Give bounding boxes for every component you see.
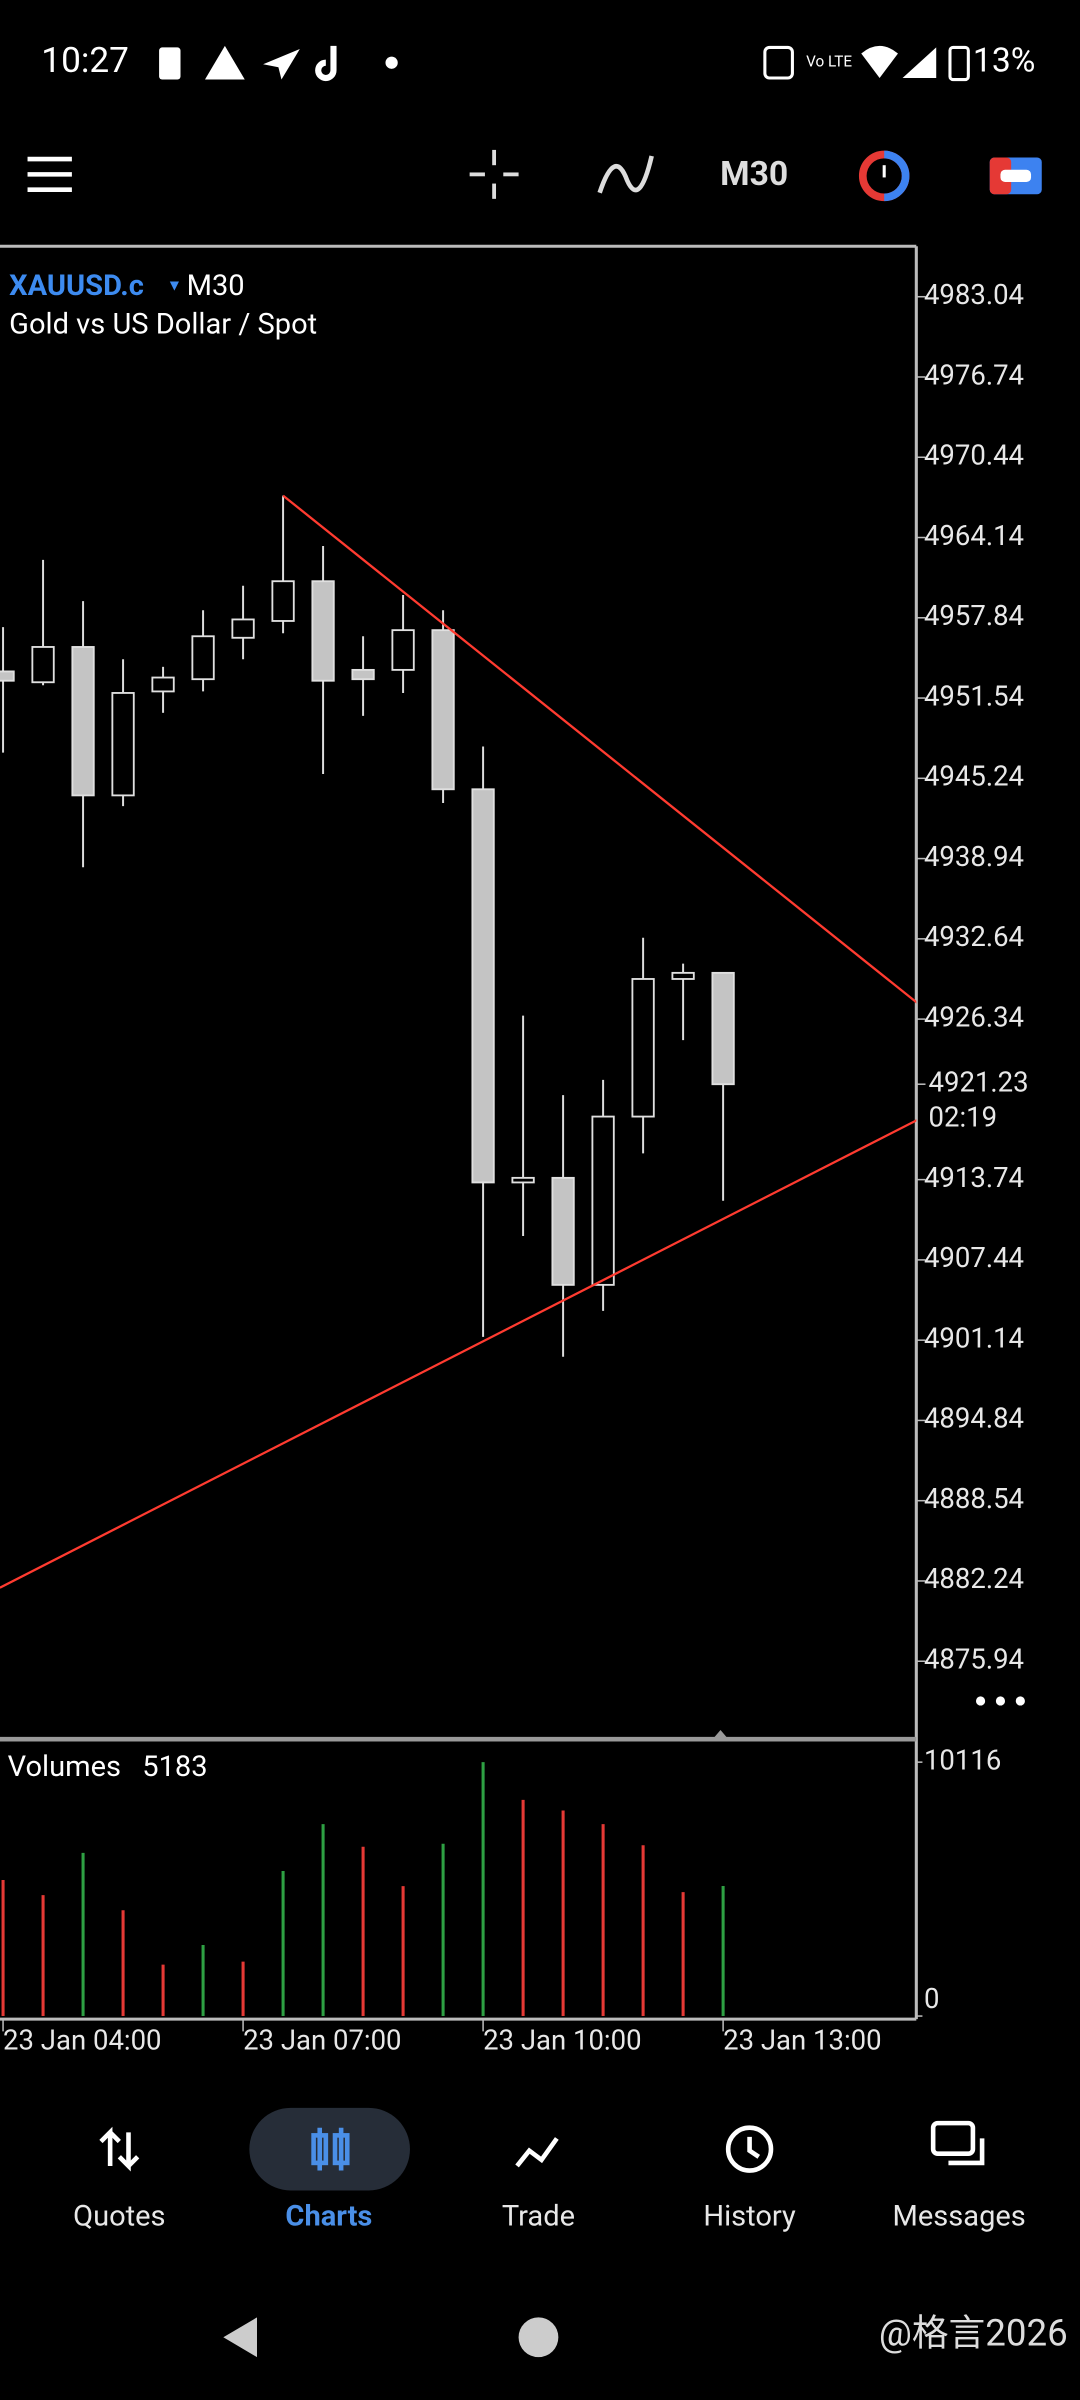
- y-tick-label: 4932.64: [924, 920, 1024, 953]
- symbol[interactable]: XAUUSD.c: [9, 269, 144, 303]
- candle-body: [191, 635, 215, 681]
- y-tick-label: 4938.94: [924, 840, 1024, 873]
- candle-body: [231, 618, 255, 639]
- y-tick-label: 4957.84: [924, 599, 1024, 632]
- y-tick-label: 4882.24: [924, 1562, 1024, 1595]
- candle-body: [671, 971, 695, 980]
- y-tick-label: 4875.94: [924, 1642, 1024, 1675]
- x-tick-label: 23 Jan 10:00: [483, 2023, 641, 2056]
- timeframe-button[interactable]: M30: [720, 155, 788, 194]
- active-tab-bg: [249, 2107, 410, 2191]
- candle-body: [711, 971, 735, 1086]
- candle-body: [591, 1115, 615, 1286]
- bar-countdown: 02:19: [929, 1101, 998, 1134]
- symbol-description: Gold vs US Dollar / Spot: [9, 307, 317, 341]
- y-tick-label: 4964.14: [924, 519, 1024, 552]
- menu-button[interactable]: [27, 156, 72, 192]
- candle-body: [631, 978, 655, 1118]
- volume-last: 5183: [142, 1750, 207, 1784]
- nav-tab[interactable]: Charts: [285, 2200, 372, 2234]
- volume-area: [1, 1762, 725, 2017]
- nav-icons: [99, 2120, 985, 2173]
- candle-body: [471, 788, 495, 1184]
- battery-level: 13%: [973, 42, 1035, 81]
- volume-tick-label: 10116: [924, 1743, 1001, 1776]
- panel-handle[interactable]: [711, 1730, 730, 1741]
- x-tick-label: 23 Jan 04:00: [3, 2023, 161, 2056]
- current-price: 4921.23: [929, 1065, 1029, 1098]
- y-tick-label: 4976.74: [924, 358, 1024, 391]
- x-tick-label: 23 Jan 13:00: [723, 2023, 881, 2056]
- nav-tab[interactable]: Quotes: [73, 2200, 165, 2234]
- y-tick-label: 4951.54: [924, 679, 1024, 712]
- chart-timeframe: M30: [187, 269, 245, 303]
- y-tick-label: 4983.04: [924, 278, 1024, 311]
- indicators-button[interactable]: [597, 155, 654, 194]
- y-tick-label: 4888.54: [924, 1482, 1024, 1515]
- trendline: [282, 494, 917, 1004]
- symbol-dropdown[interactable]: [169, 281, 179, 291]
- volume-tick-label: 0: [924, 1982, 939, 2015]
- home-button[interactable]: [518, 2317, 559, 2358]
- plot-area: [0, 494, 917, 1589]
- y-tick-label: 4901.14: [924, 1321, 1024, 1354]
- nav-tab[interactable]: Messages: [893, 2200, 1026, 2234]
- candle-body: [431, 629, 455, 791]
- y-tick-label: 4913.74: [924, 1161, 1024, 1194]
- chart-frame: [0, 244, 918, 2021]
- more-button[interactable]: [975, 1696, 1025, 1706]
- candle-body: [0, 670, 15, 682]
- crosshair-button[interactable]: [469, 149, 519, 199]
- svg-text:Vo LTE: Vo LTE: [806, 53, 852, 71]
- status-icons: Vo LTE: [159, 45, 970, 82]
- candle-body: [511, 1176, 535, 1184]
- y-tick-label: 4926.34: [924, 1000, 1024, 1033]
- trade-clock-button[interactable]: [858, 150, 910, 202]
- candle-body: [311, 580, 335, 682]
- watermark: @格言2026: [879, 2311, 1068, 2354]
- candle-body: [71, 646, 95, 797]
- y-tick-label: 4907.44: [924, 1241, 1024, 1274]
- status-time: 10:27: [41, 39, 129, 81]
- y-tick-label: 4894.84: [924, 1402, 1024, 1435]
- candle-body: [151, 676, 175, 693]
- candle-body: [391, 629, 415, 671]
- nav-tab[interactable]: Trade: [502, 2200, 575, 2234]
- candle-body: [551, 1176, 575, 1286]
- candle-body: [31, 646, 55, 684]
- candle-body: [111, 692, 135, 797]
- trendline: [0, 1119, 917, 1589]
- candle-body: [271, 580, 295, 622]
- candle-body: [351, 668, 375, 681]
- volume-title: Volumes: [8, 1750, 121, 1784]
- nav-tab[interactable]: History: [703, 2200, 796, 2234]
- x-tick-label: 23 Jan 07:00: [243, 2023, 401, 2056]
- y-tick-label: 4970.44: [924, 439, 1024, 472]
- back-button[interactable]: [223, 2317, 257, 2358]
- y-tick-label: 4945.24: [924, 760, 1024, 793]
- one-click-button[interactable]: [989, 157, 1042, 195]
